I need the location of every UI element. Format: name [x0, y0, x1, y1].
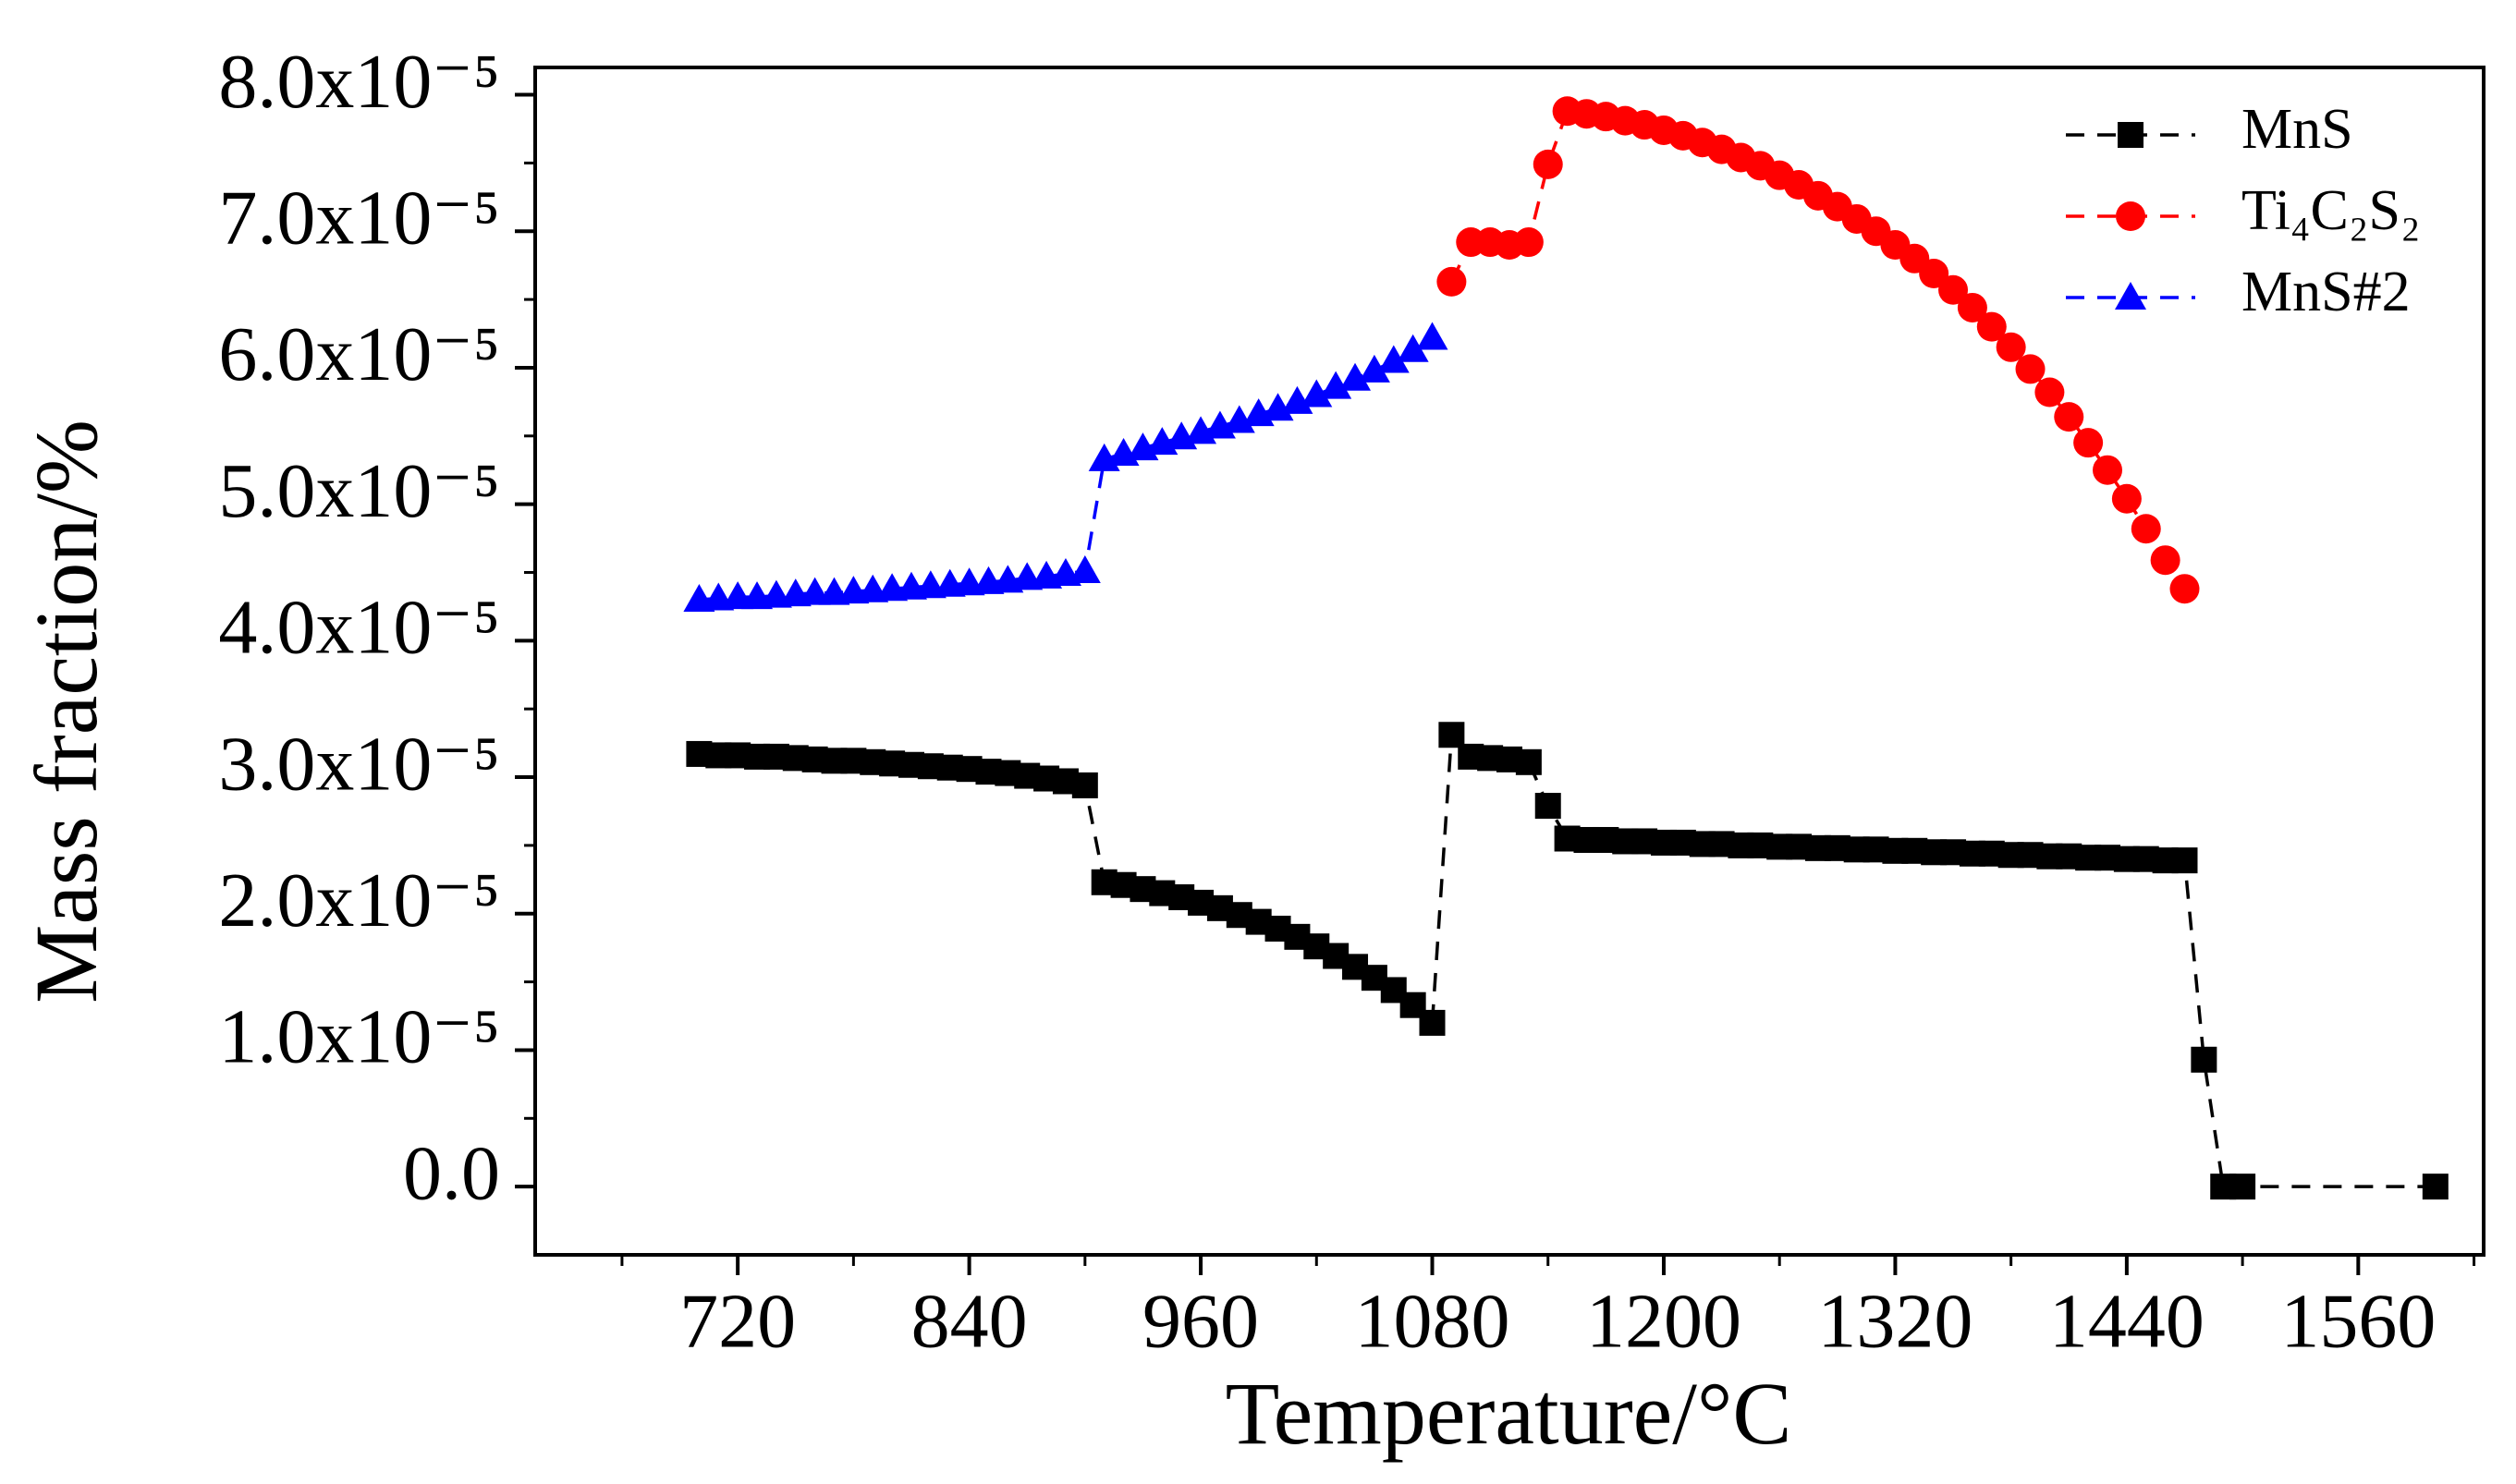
y-tick-label: 1.0x10⁻⁵: [218, 994, 500, 1080]
marker-square: [1534, 793, 1561, 820]
marker-circle: [2054, 402, 2084, 432]
marker-triangle: [1397, 334, 1429, 362]
marker-circle: [2131, 514, 2161, 544]
y-axis-title: Mass fraction/%: [17, 420, 116, 1004]
x-tick-label: 1320: [1817, 1278, 1972, 1364]
legend-label: MnS#2: [2241, 261, 2411, 323]
marker-triangle: [1358, 354, 1390, 383]
marker-circle: [1976, 311, 2007, 342]
legend-marker: [2115, 282, 2146, 310]
marker-circle: [2150, 545, 2180, 576]
x-tick-label: 840: [911, 1278, 1028, 1364]
marker-square: [1438, 722, 1465, 748]
y-tick-label: 0.0: [403, 1130, 500, 1216]
y-tick-label: 7.0x10⁻⁵: [218, 176, 500, 262]
x-tick-label: 960: [1142, 1278, 1259, 1364]
x-axis-title: Temperature/°C: [1226, 1364, 1792, 1463]
x-tick-label: 1200: [1586, 1278, 1741, 1364]
marker-square: [2229, 1174, 2256, 1200]
marker-triangle: [1416, 322, 1448, 350]
marker-circle: [1533, 149, 1563, 179]
y-tick-label: 5.0x10⁻⁵: [218, 448, 500, 534]
marker-circle: [2034, 377, 2065, 407]
marker-triangle: [1069, 555, 1101, 584]
x-tick-label: 1080: [1355, 1278, 1510, 1364]
x-tick-label: 1440: [2049, 1278, 2205, 1364]
y-tick-label: 6.0x10⁻⁵: [218, 311, 500, 397]
legend-marker: [2116, 201, 2145, 231]
marker-square: [1419, 1009, 1446, 1036]
marker-circle: [2015, 354, 2046, 384]
marker-triangle: [1301, 379, 1333, 407]
marker-circle: [2111, 483, 2142, 514]
y-tick-label: 3.0x10⁻⁵: [218, 721, 500, 807]
marker-square: [1071, 772, 1098, 798]
marker-circle: [1957, 292, 1987, 322]
marker-square: [1515, 748, 1542, 775]
y-tick-label: 4.0x10⁻⁵: [218, 585, 500, 671]
marker-square: [2171, 847, 2198, 874]
plot-frame: [533, 66, 2485, 1257]
x-tick-label: 1560: [2280, 1278, 2436, 1364]
marker-circle: [1513, 227, 1544, 258]
marker-triangle: [1339, 362, 1372, 391]
marker-circle: [2093, 455, 2123, 485]
legend-marker: [2118, 122, 2143, 148]
marker-square: [2191, 1046, 2217, 1073]
marker-circle: [1938, 274, 1969, 305]
y-tick-label: 2.0x10⁻⁵: [218, 858, 500, 943]
marker-circle: [1996, 332, 2026, 362]
legend-label: Ti₄C₂S₂: [2241, 179, 2421, 242]
marker-circle: [2073, 428, 2104, 458]
y-tick-label: 8.0x10⁻⁵: [218, 39, 500, 125]
marker-circle: [1436, 266, 1467, 297]
series-line: [699, 730, 2436, 1188]
legend-label: MnS: [2241, 98, 2353, 161]
marker-circle: [2169, 574, 2200, 604]
x-tick-label: 720: [679, 1278, 796, 1364]
marker-square: [2422, 1174, 2449, 1200]
marker-triangle: [1377, 345, 1410, 373]
marker-circle: [1919, 259, 1949, 289]
marker-triangle: [1320, 371, 1352, 399]
